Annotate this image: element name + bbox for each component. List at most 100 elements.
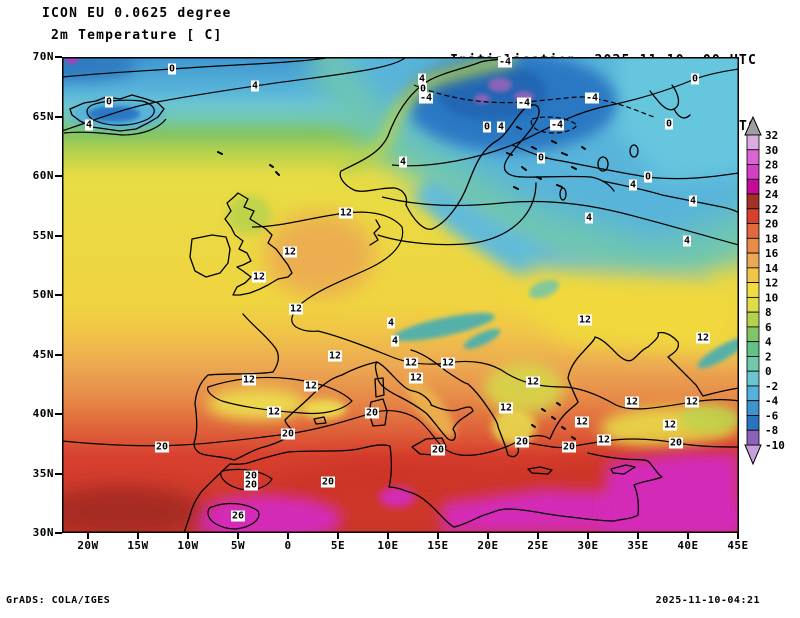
contour-0c-iceland <box>86 99 155 126</box>
lat-tick-label: 60N <box>32 169 54 182</box>
sweden-finland-coast <box>405 104 615 230</box>
colorbar-label: 14 <box>765 262 779 275</box>
colorbar-segment <box>746 208 760 224</box>
lon-tick-mark <box>137 533 139 539</box>
lon-tick-label: 10W <box>177 539 199 552</box>
lake-peipus <box>559 187 567 201</box>
mallorca-coast <box>313 416 327 425</box>
lon-tick-label: 20E <box>477 539 499 552</box>
colorbar-label: 18 <box>765 232 778 245</box>
colorbar-label: -2 <box>765 380 778 393</box>
aegean-islands-specks <box>531 402 576 440</box>
colorbar-label: 16 <box>765 247 779 260</box>
lat-tick-mark <box>55 472 62 475</box>
lon-tick-mark <box>237 533 239 539</box>
temperature-field <box>62 57 739 533</box>
lon-tick-label: 30E <box>577 539 599 552</box>
colorbar-segment <box>746 415 760 431</box>
lon-tick-label: 0 <box>284 539 292 552</box>
britain-coast <box>224 192 293 296</box>
colorbar-segment <box>746 252 760 269</box>
crete-coast <box>527 466 553 475</box>
lon-tick-label: 40E <box>677 539 699 552</box>
lat-tick-mark <box>55 294 62 296</box>
contour-minus4c-scandinavia <box>413 84 655 118</box>
colorbar-under-arrow <box>744 444 762 466</box>
lat-tick-mark <box>55 56 62 58</box>
shetland-faroe-specks <box>217 151 280 176</box>
colorbar-segment <box>746 326 760 343</box>
creation-timestamp: 2025-11-10-04:21 <box>655 595 760 606</box>
colorbar-label: 20 <box>765 218 778 231</box>
west-sahara-dark-red <box>62 486 202 533</box>
grads-credit: GrADS: COLA/IGES <box>6 595 111 606</box>
france-iberia-coast <box>193 313 343 461</box>
lon-tick-label: 35E <box>627 539 649 552</box>
corsica-coast <box>374 377 385 398</box>
lake-ladoga <box>597 156 609 172</box>
morocco-hot-area <box>192 495 342 533</box>
lon-tick-label: 5E <box>330 539 346 552</box>
colorbar-segment <box>746 134 760 151</box>
colorbar-label: 2 <box>765 350 772 363</box>
lon-tick-mark <box>287 533 289 539</box>
lat-tick-mark <box>55 115 62 118</box>
colorbar-label: -10 <box>765 439 785 452</box>
lon-tick-label: 20W <box>77 539 99 552</box>
lon-tick-mark <box>187 533 189 539</box>
colorbar-label: 22 <box>765 203 778 216</box>
colorbar-segment <box>746 223 760 239</box>
anatolia-east-cool <box>680 405 739 433</box>
colorbar-segment <box>746 237 760 254</box>
colorbar-label: -8 <box>765 424 778 437</box>
carpathians-cool <box>528 279 560 299</box>
colorbar-label: 4 <box>765 336 772 349</box>
colorbar-segment <box>746 149 760 165</box>
colorbar-segment <box>746 267 760 284</box>
syria-iraq-hot-area <box>602 453 739 533</box>
lon-tick-mark <box>437 533 439 539</box>
temperature-map <box>62 57 739 533</box>
lake-onega <box>629 144 639 158</box>
colorbar-label: 32 <box>765 129 778 142</box>
very-cold-patch <box>514 91 534 103</box>
lon-tick-label: 15E <box>427 539 449 552</box>
colorbar-label: 8 <box>765 306 772 319</box>
contour-0c-east <box>391 68 739 167</box>
lat-tick-mark <box>55 532 62 534</box>
lat-tick-mark <box>55 234 62 237</box>
colorbar-label: 24 <box>765 188 779 201</box>
italy-coast <box>374 361 474 441</box>
lat-tick-mark <box>55 175 62 177</box>
cyprus-coast <box>610 464 636 475</box>
lat-tick-label: 70N <box>32 50 54 63</box>
lat-tick-mark <box>55 413 62 415</box>
denmark-coast <box>369 219 381 246</box>
lon-tick-label: 25E <box>527 539 549 552</box>
lon-tick-label: 45E <box>727 539 749 552</box>
lon-tick-mark <box>487 533 489 539</box>
lat-tick-label: 50N <box>32 288 54 301</box>
contour-12c-spain <box>207 376 353 415</box>
lon-tick-mark <box>87 533 89 539</box>
colorbar-segment <box>746 385 760 402</box>
contour-0c-west <box>62 57 333 78</box>
colorbar-label: -6 <box>765 409 779 422</box>
contour-12c-main <box>251 211 739 410</box>
contour-20c-main <box>62 410 739 457</box>
scotland-cool-patch <box>227 195 271 235</box>
model-title: ICON EU 0.0625 degree <box>42 6 232 21</box>
lat-tick-label: 65N <box>32 109 54 123</box>
variable-title: 2m Temperature [ C] <box>51 28 223 43</box>
colorbar-label: 12 <box>765 277 778 290</box>
baltic-south-coast <box>377 182 537 246</box>
black-sea-coast <box>567 331 739 403</box>
lat-tick-mark <box>55 353 62 356</box>
colorbar-label: 6 <box>765 321 772 334</box>
lon-tick-mark <box>637 533 639 539</box>
colorbar-label: -4 <box>765 395 779 408</box>
balkans-cool <box>484 363 564 415</box>
contour-4c-iceland <box>63 118 167 136</box>
